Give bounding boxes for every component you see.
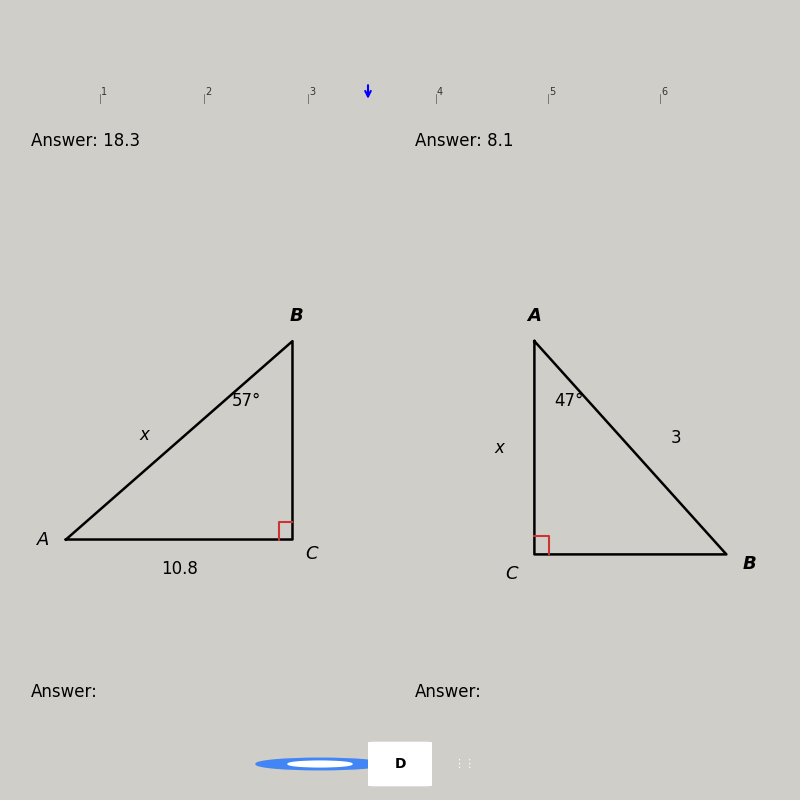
Text: C: C — [505, 566, 518, 583]
Text: 57°: 57° — [232, 392, 261, 410]
Text: Answer: 18.3: Answer: 18.3 — [31, 132, 141, 150]
Text: A: A — [527, 307, 542, 326]
Text: 10.8: 10.8 — [161, 560, 198, 578]
Text: x: x — [140, 426, 150, 444]
Text: 2: 2 — [205, 87, 211, 97]
Text: B: B — [742, 555, 756, 574]
Text: A: A — [37, 530, 49, 549]
Text: Answer: 8.1: Answer: 8.1 — [415, 132, 514, 150]
Text: Answer:: Answer: — [31, 683, 98, 702]
Circle shape — [256, 758, 384, 770]
Text: 4: 4 — [437, 87, 443, 97]
Text: B: B — [290, 307, 303, 326]
Text: Answer:: Answer: — [415, 683, 482, 702]
Text: ⋮⋮: ⋮⋮ — [453, 759, 475, 769]
FancyBboxPatch shape — [368, 742, 432, 786]
Text: C: C — [306, 546, 318, 563]
Circle shape — [288, 761, 352, 767]
Text: 3: 3 — [309, 87, 315, 97]
Text: 47°: 47° — [554, 392, 584, 410]
Text: x: x — [495, 438, 505, 457]
Text: D: D — [394, 757, 406, 771]
Text: 5: 5 — [549, 87, 555, 97]
Text: 6: 6 — [661, 87, 667, 97]
Text: 1: 1 — [101, 87, 107, 97]
Text: 3: 3 — [671, 429, 682, 447]
